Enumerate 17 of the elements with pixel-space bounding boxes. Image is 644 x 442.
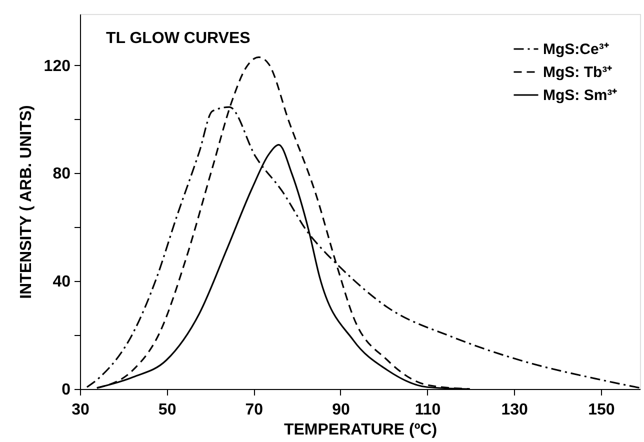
- legend-label: MgS: Sm³⁺: [543, 87, 618, 104]
- y-tick-label: 80: [52, 166, 71, 183]
- x-tick-label: 130: [501, 402, 528, 418]
- legend-label: MgS: Tb³⁺: [543, 64, 612, 81]
- x-tick-label: 50: [158, 402, 176, 418]
- y-tick-label: 0: [62, 382, 71, 398]
- y-axis-title: INTENSITY ( ARB. UNITS): [18, 105, 35, 299]
- annotation: TL GLOW CURVES: [106, 30, 251, 47]
- x-tick-label: 90: [332, 402, 350, 418]
- y-tick-label: 40: [52, 274, 71, 291]
- x-tick-label: 150: [588, 402, 615, 418]
- x-tick-label: 70: [245, 402, 264, 418]
- x-axis-title: TEMPERATURE (ºC): [284, 422, 438, 438]
- x-tick-label: 30: [72, 402, 90, 418]
- legend-label: MgS:Ce³⁺: [543, 41, 609, 58]
- x-tick-label: 110: [414, 402, 441, 418]
- y-tick-label: 120: [44, 58, 71, 75]
